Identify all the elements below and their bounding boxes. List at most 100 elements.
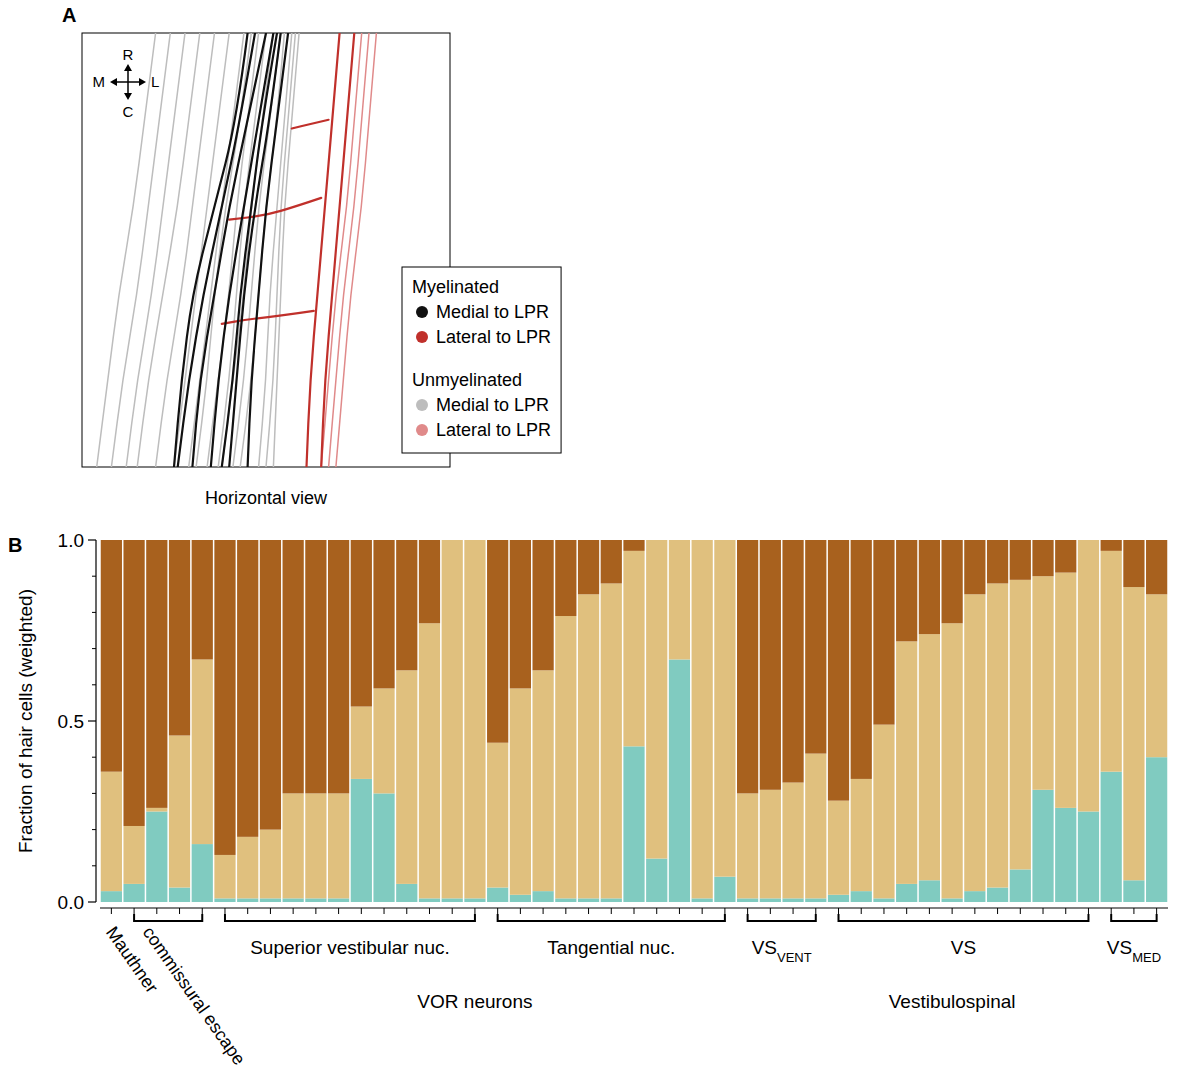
x-tick xyxy=(270,908,271,914)
bar-segment xyxy=(1123,880,1144,902)
compass-arrows xyxy=(110,64,146,100)
legend-label: Lateral to LPR xyxy=(436,420,551,440)
group-label-main: VS xyxy=(951,937,976,958)
bar-segment xyxy=(987,583,1008,887)
x-tick xyxy=(679,908,680,914)
bar-segment xyxy=(1078,540,1099,812)
bars xyxy=(101,540,1168,902)
y-tick-label: 0.5 xyxy=(58,711,84,732)
bar-segment xyxy=(669,540,690,659)
trace xyxy=(126,33,185,467)
bar-segment xyxy=(192,844,213,902)
bar-segment xyxy=(1078,540,1099,541)
legend-box xyxy=(402,267,561,453)
group-label-main: VS xyxy=(752,937,777,958)
bar-segment xyxy=(782,898,803,902)
y-minor-tick xyxy=(92,865,96,866)
bar-segment xyxy=(896,641,917,884)
legend-label: Medial to LPR xyxy=(436,302,549,322)
bar-segment xyxy=(942,898,963,902)
bar-segment xyxy=(555,898,576,902)
group-label: Superior vestibular nuc. xyxy=(250,937,450,958)
bar-segment xyxy=(1055,573,1076,808)
bar-segment xyxy=(851,540,872,779)
x-tick xyxy=(1020,908,1021,914)
bar-segment xyxy=(123,826,144,884)
y-tick xyxy=(88,539,96,540)
bar-segment xyxy=(101,540,122,772)
bar-segment xyxy=(646,540,667,541)
bar-segment xyxy=(214,855,235,898)
bar-segment xyxy=(601,540,622,583)
bar-segment xyxy=(896,884,917,902)
bar-segment xyxy=(419,623,440,898)
x-tick xyxy=(565,908,566,914)
y-minor-tick xyxy=(92,757,96,758)
compass-label: C xyxy=(123,103,134,120)
group-label-sub: VENT xyxy=(777,950,812,965)
bar-segment xyxy=(737,898,758,902)
legend-group-title: Unmyelinated xyxy=(412,370,522,390)
bar-segment xyxy=(351,779,372,902)
y-minor-tick xyxy=(92,793,96,794)
x-tick xyxy=(770,908,771,914)
bar-segment xyxy=(760,898,781,902)
bar-segment xyxy=(669,540,690,541)
x-tick xyxy=(134,908,135,914)
bar-segment xyxy=(805,540,826,754)
trace xyxy=(222,311,314,324)
x-tick xyxy=(588,908,589,914)
bar-segment xyxy=(237,837,258,899)
bar-segment xyxy=(942,540,963,623)
bar-segment xyxy=(1032,576,1053,790)
bar-segment xyxy=(373,793,394,902)
bar-segment xyxy=(464,898,485,902)
bar-segment xyxy=(828,801,849,895)
y-minor-tick xyxy=(92,684,96,685)
bar-segment xyxy=(464,540,485,898)
group-label-main: VS xyxy=(1107,937,1132,958)
x-tick xyxy=(315,908,316,914)
x-tick xyxy=(1156,908,1157,914)
x-tick xyxy=(497,908,498,914)
bar-segment xyxy=(1146,594,1167,757)
trace xyxy=(229,33,281,467)
bar-segment xyxy=(146,812,167,903)
x-tick xyxy=(338,908,339,914)
bar-segment xyxy=(373,688,394,793)
bar-segment xyxy=(260,898,281,902)
bar-segment xyxy=(601,583,622,898)
bar-segment xyxy=(419,540,440,623)
x-tick xyxy=(474,908,475,914)
y-minor-tick xyxy=(92,648,96,649)
x-tick xyxy=(883,908,884,914)
trace xyxy=(111,33,170,467)
bar-segment xyxy=(146,540,167,808)
bar-segment xyxy=(305,793,326,898)
bar-segment xyxy=(1101,772,1122,902)
bar-segment xyxy=(987,540,1008,583)
x-tick xyxy=(1111,908,1112,914)
x-tick xyxy=(724,908,725,914)
bar-segment xyxy=(555,540,576,616)
bar-segment xyxy=(532,670,553,891)
bar-segment xyxy=(919,634,940,880)
bar-segment xyxy=(1101,551,1122,772)
bar-segment xyxy=(873,540,894,725)
legend-swatch xyxy=(416,306,428,318)
bar-segment xyxy=(396,670,417,884)
bar-segment xyxy=(214,898,235,902)
bar-segment xyxy=(782,783,803,899)
bar-segment xyxy=(328,540,349,793)
bar-segment xyxy=(919,540,940,634)
group-label: VSVENT xyxy=(752,937,812,965)
y-tick xyxy=(88,720,96,721)
x-tick xyxy=(406,908,407,914)
trace xyxy=(211,33,274,467)
group-label-main: Superior vestibular nuc. xyxy=(250,937,450,958)
bar-segment xyxy=(714,540,735,541)
bar-segment xyxy=(919,880,940,902)
trace xyxy=(321,33,354,467)
trace xyxy=(248,33,289,467)
bar-segment xyxy=(828,540,849,801)
